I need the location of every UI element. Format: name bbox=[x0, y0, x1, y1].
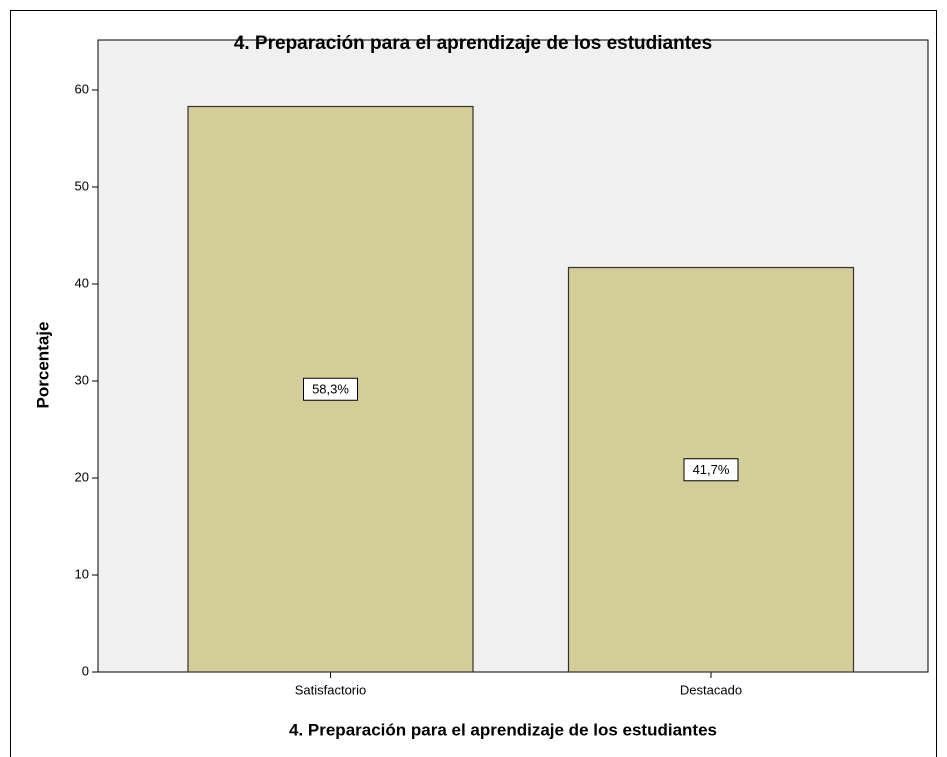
y-tick-label: 20 bbox=[75, 469, 89, 484]
value-label-box bbox=[683, 458, 739, 482]
chart-title: 4. Preparación para el aprendizaje de lo… bbox=[234, 33, 712, 54]
y-tick-label: 50 bbox=[75, 178, 89, 193]
x-tick-label: Satisfactorio bbox=[295, 682, 367, 697]
value-label: 41,7% bbox=[693, 462, 730, 477]
y-tick-label: 0 bbox=[82, 663, 89, 678]
y-tick-label: 40 bbox=[75, 275, 89, 290]
value-label: 58,3% bbox=[312, 382, 349, 397]
y-tick-label: 10 bbox=[75, 566, 89, 581]
y-tick-label: 60 bbox=[75, 81, 89, 96]
y-tick-label: 30 bbox=[75, 372, 89, 387]
value-label-box bbox=[303, 377, 358, 401]
x-tick-label: Destacado bbox=[680, 682, 742, 697]
x-axis-label: 4. Preparación para el aprendizaje de lo… bbox=[289, 720, 717, 739]
y-axis-label: Porcentaje bbox=[33, 322, 52, 409]
